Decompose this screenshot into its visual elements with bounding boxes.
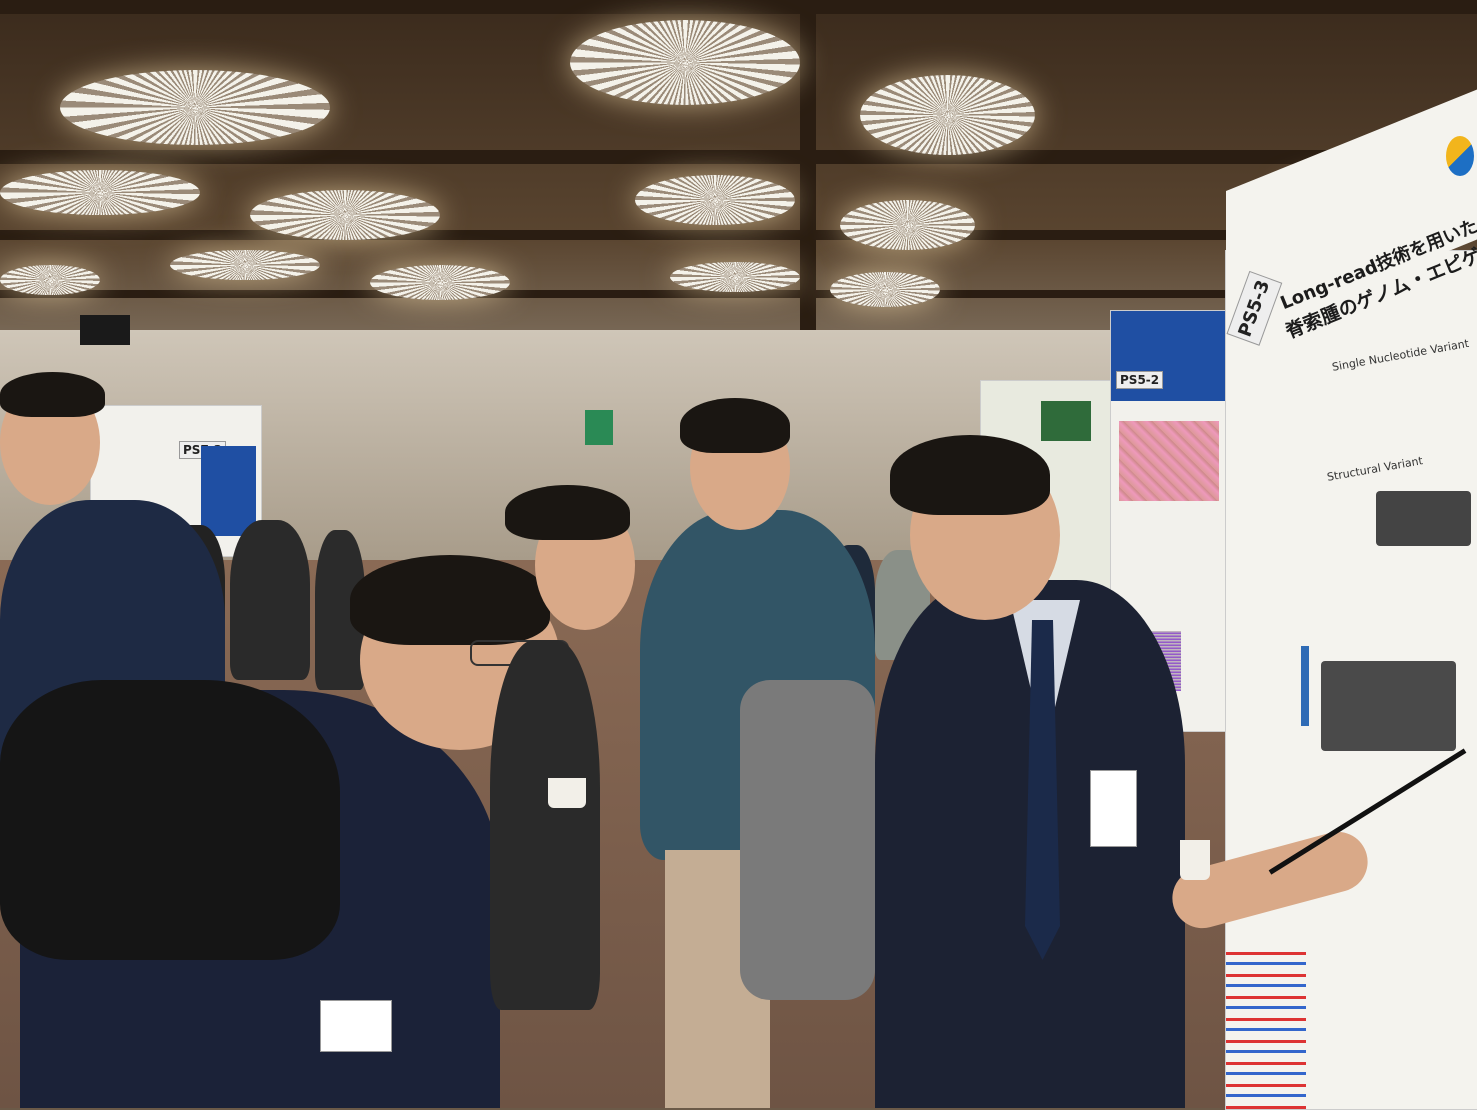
hair	[505, 485, 630, 540]
ceiling-lamp	[60, 70, 330, 145]
poster-figure	[201, 446, 256, 536]
section-heading: Structural Variant	[1326, 454, 1424, 484]
hair	[0, 372, 105, 417]
diagram-translocation	[1321, 661, 1456, 751]
name-badge	[320, 1000, 392, 1052]
poster-number: PS5-2	[1116, 371, 1164, 389]
university-logo	[1446, 136, 1474, 176]
ceiling-lamp	[830, 272, 940, 307]
backpack	[0, 680, 340, 960]
ceiling-beam	[0, 150, 1477, 164]
ceiling-lamp	[635, 175, 795, 225]
paper-cup	[1180, 840, 1210, 880]
attendee	[490, 640, 600, 1010]
hair	[680, 398, 790, 453]
speaker	[80, 315, 130, 345]
ceiling-beam	[0, 290, 1477, 298]
arrow-down	[1301, 646, 1309, 726]
ceiling-lamp	[840, 200, 975, 250]
ceiling-beam	[0, 230, 1477, 240]
folded-coat	[740, 680, 875, 1000]
histology-image	[1119, 421, 1219, 501]
hair	[890, 435, 1050, 515]
ceiling-beam	[800, 0, 816, 330]
section-heading: Single Nucleotide Variant	[1331, 336, 1470, 374]
ceiling-lamp	[0, 265, 100, 295]
ceiling-lamp	[670, 262, 800, 292]
ceiling	[0, 0, 1477, 340]
poster-header	[1041, 401, 1091, 441]
ceiling-lamp	[570, 20, 800, 105]
diagram-inversion	[1376, 491, 1471, 546]
ceiling-lamp	[860, 75, 1035, 155]
hair	[350, 555, 550, 645]
ceiling-lamp	[170, 250, 320, 280]
attendee	[230, 520, 310, 680]
ceiling-lamp	[370, 265, 510, 300]
poster-main: PS5-3 Long-read技術を用いた 脊索腫のゲノム・エピゲノム解析 Si…	[1225, 89, 1477, 1110]
ceiling-lamp	[0, 170, 200, 215]
name-badge	[1090, 770, 1137, 847]
paper-cup	[548, 778, 586, 808]
ceiling-lamp	[250, 190, 440, 240]
ceiling-beam	[0, 0, 1477, 14]
figure-mutation-map	[1226, 951, 1306, 1109]
exit-sign	[585, 410, 613, 445]
necktie	[1025, 620, 1060, 960]
